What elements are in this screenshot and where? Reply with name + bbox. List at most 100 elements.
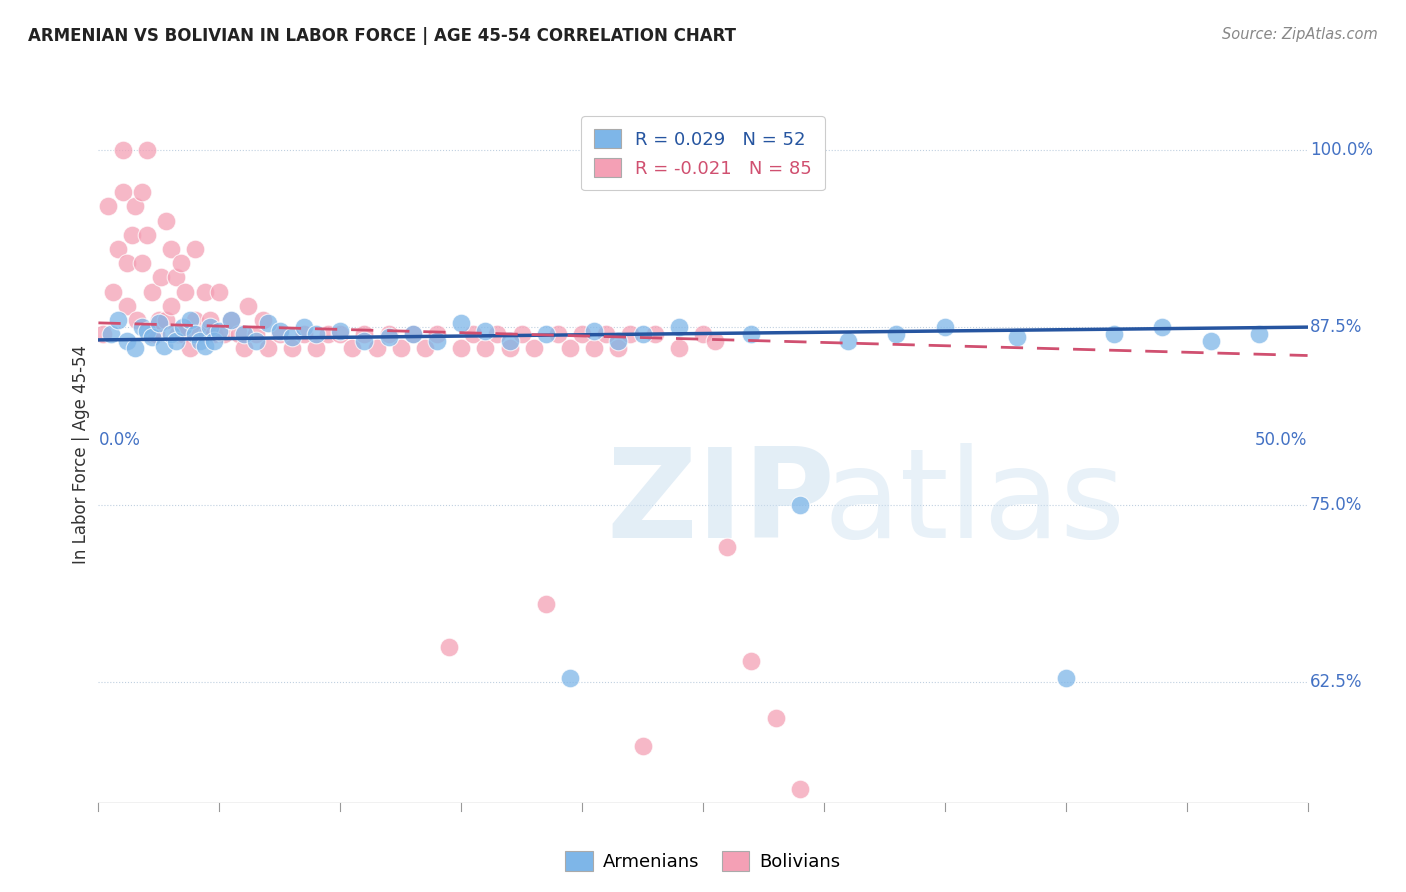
Point [716, 540, 738, 554]
Point [155, 213, 177, 227]
Point [558, 671, 581, 685]
Point [450, 316, 472, 330]
Point [155, 313, 177, 327]
Point [1199, 334, 1222, 349]
Point [437, 640, 460, 654]
Point [232, 327, 254, 342]
Point [1102, 327, 1125, 342]
Point [131, 186, 153, 200]
Point [402, 327, 425, 342]
Point [124, 199, 146, 213]
Point [668, 342, 690, 356]
Point [789, 498, 811, 512]
Point [366, 342, 388, 356]
Point [245, 334, 267, 349]
Point [107, 242, 129, 256]
Point [150, 270, 173, 285]
Point [510, 327, 533, 342]
Point [117, 334, 139, 349]
Text: atlas: atlas [824, 443, 1126, 564]
Text: Source: ZipAtlas.com: Source: ZipAtlas.com [1222, 27, 1378, 42]
Point [583, 342, 606, 356]
Point [165, 334, 187, 349]
Point [184, 242, 207, 256]
Text: 62.5%: 62.5% [1310, 673, 1362, 691]
Point [167, 327, 190, 342]
Point [212, 327, 235, 342]
Point [353, 327, 375, 342]
Point [486, 327, 509, 342]
Point [148, 316, 170, 330]
Point [740, 654, 762, 668]
Point [256, 342, 278, 356]
Point [498, 342, 520, 356]
Point [837, 334, 859, 349]
Point [292, 320, 315, 334]
Point [160, 299, 183, 313]
Point [245, 327, 267, 342]
Point [281, 342, 304, 356]
Point [402, 327, 425, 342]
Point [668, 320, 690, 334]
Point [498, 334, 520, 349]
Point [172, 320, 194, 334]
Point [188, 334, 211, 349]
Point [534, 327, 557, 342]
Point [523, 342, 546, 356]
Point [131, 320, 153, 334]
Point [353, 334, 375, 349]
Point [558, 342, 581, 356]
Point [765, 710, 787, 724]
Point [179, 313, 201, 327]
Point [135, 227, 157, 242]
Point [269, 327, 291, 342]
Point [232, 342, 254, 356]
Point [160, 242, 183, 256]
Point [377, 330, 399, 344]
Point [97, 199, 120, 213]
Point [184, 327, 207, 342]
Point [1007, 330, 1029, 344]
Text: 0.0%: 0.0% [98, 431, 141, 449]
Point [740, 327, 762, 342]
Point [204, 334, 226, 349]
Point [1152, 320, 1174, 334]
Point [111, 143, 134, 157]
Text: ZIP: ZIP [606, 443, 835, 564]
Point [595, 327, 617, 342]
Point [117, 256, 139, 270]
Point [145, 327, 167, 342]
Point [221, 313, 243, 327]
Point [413, 342, 436, 356]
Point [377, 327, 399, 342]
Point [204, 327, 226, 342]
Point [111, 186, 134, 200]
Point [121, 227, 143, 242]
Point [228, 327, 250, 342]
Point [426, 334, 449, 349]
Point [127, 313, 149, 327]
Point [692, 327, 714, 342]
Point [188, 327, 211, 342]
Point [221, 313, 243, 327]
Point [238, 299, 260, 313]
Point [194, 338, 217, 352]
Point [631, 327, 654, 342]
Text: 87.5%: 87.5% [1310, 318, 1362, 336]
Point [474, 342, 496, 356]
Point [631, 739, 654, 753]
Point [174, 285, 197, 299]
Point [117, 299, 139, 313]
Point [198, 313, 221, 327]
Point [329, 327, 352, 342]
Text: ARMENIAN VS BOLIVIAN IN LABOR FORCE | AGE 45-54 CORRELATION CHART: ARMENIAN VS BOLIVIAN IN LABOR FORCE | AG… [28, 27, 737, 45]
Point [256, 316, 278, 330]
Point [305, 342, 328, 356]
Point [789, 781, 811, 796]
Point [179, 342, 201, 356]
Legend: R = 0.029   N = 52, R = -0.021   N = 85: R = 0.029 N = 52, R = -0.021 N = 85 [581, 116, 825, 190]
Point [135, 325, 157, 339]
Point [305, 327, 328, 342]
Point [208, 325, 231, 339]
Point [101, 285, 124, 299]
